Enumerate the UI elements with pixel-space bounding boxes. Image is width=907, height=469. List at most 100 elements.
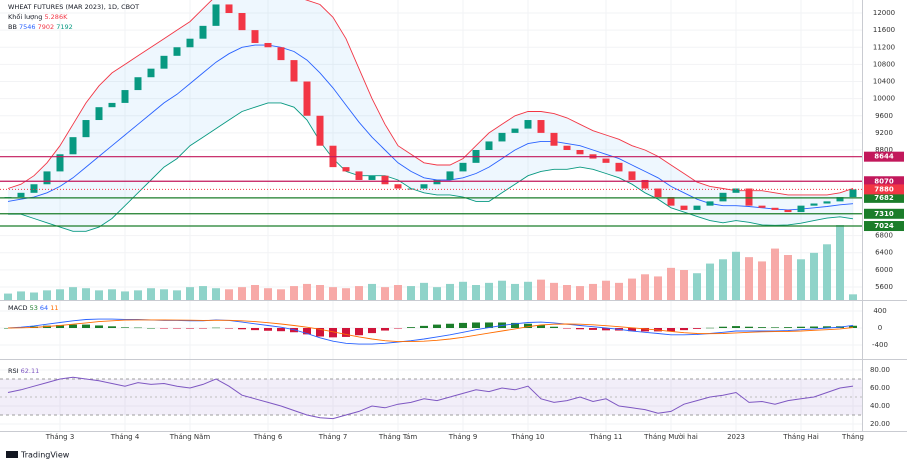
volume-bar xyxy=(329,287,337,300)
volume-bar xyxy=(420,282,428,300)
candle xyxy=(82,120,90,138)
y-tick-label: 8800 xyxy=(875,146,893,154)
volume-bar xyxy=(290,286,298,300)
candle xyxy=(186,38,194,48)
level-label: 7682 xyxy=(874,194,894,202)
macd-histogram-bar xyxy=(602,328,610,331)
x-tick-label: Tháng 9 xyxy=(448,433,478,441)
chart-title: WHEAT FUTURES (MAR 2023), 1D, CBOT xyxy=(8,3,139,11)
candle xyxy=(199,25,207,39)
macd-histogram-bar xyxy=(589,328,597,330)
candle xyxy=(277,47,285,61)
y-tick-label: 6400 xyxy=(875,249,893,257)
volume-bar xyxy=(537,279,545,300)
volume-bar xyxy=(160,289,168,300)
volume-bar xyxy=(381,287,389,300)
volume-bar xyxy=(524,281,532,300)
macd-histogram-bar xyxy=(641,328,649,332)
macd-histogram-bar xyxy=(511,322,519,329)
brand: TradingView xyxy=(6,451,70,460)
candle xyxy=(316,115,324,146)
plot xyxy=(0,0,862,420)
volume-bar xyxy=(30,292,38,300)
y-tick-label: 5600 xyxy=(875,283,893,291)
bb-upper xyxy=(7,0,854,196)
level-label: 8070 xyxy=(874,177,894,185)
candle xyxy=(680,205,688,210)
macd-histogram-bar xyxy=(576,328,584,330)
level-label: 7310 xyxy=(874,210,894,218)
volume-bar xyxy=(173,290,181,300)
volume-bar xyxy=(56,289,64,300)
macd-histogram-bar xyxy=(784,327,792,329)
candle xyxy=(121,90,129,103)
x-tick-label: 2023 xyxy=(727,433,745,441)
volume-bar xyxy=(654,276,662,300)
volume-bar xyxy=(615,282,623,300)
level-label: 7024 xyxy=(874,222,894,230)
macd-histogram-bar xyxy=(849,325,857,329)
candle xyxy=(602,158,610,163)
candle xyxy=(550,132,558,146)
volume-bar xyxy=(459,281,467,300)
candle xyxy=(667,197,675,206)
bb-lower: 7192 xyxy=(56,23,73,31)
candle xyxy=(810,203,818,206)
x-tick-label: Tháng xyxy=(841,433,864,441)
macd-histogram-bar xyxy=(95,325,103,329)
macd-histogram-bar xyxy=(303,328,311,335)
macd-histogram-bar xyxy=(4,328,12,329)
macd-tick-label: 0 xyxy=(878,324,882,332)
macd-histogram-bar xyxy=(485,322,493,329)
candle xyxy=(537,120,545,133)
volume-last: 5.286K xyxy=(44,13,68,21)
x-tick-label: Tháng 11 xyxy=(588,433,622,441)
volume-bar xyxy=(43,290,51,300)
rsi-tick-label: 40.00 xyxy=(870,402,890,410)
candle xyxy=(134,77,142,91)
bb-name: BB xyxy=(8,23,17,31)
last-price-label: 7880 xyxy=(874,185,894,193)
volume-bar xyxy=(225,289,233,300)
macd-histogram-bar xyxy=(381,328,389,331)
candle xyxy=(69,137,77,155)
candle xyxy=(173,47,181,56)
rsi-tick-label: 20.00 xyxy=(870,420,890,428)
volume-legend: Khối lượng 5.286K xyxy=(8,13,68,21)
macd-histogram-bar xyxy=(56,325,64,329)
candle xyxy=(693,205,701,210)
y-tick-label: 11200 xyxy=(873,43,895,51)
volume-bar xyxy=(667,267,675,300)
volume-bar xyxy=(758,261,766,300)
volume-bar xyxy=(407,286,415,300)
candle xyxy=(563,145,571,150)
candle xyxy=(524,120,532,129)
macd-histogram-bar xyxy=(706,327,714,329)
volume-bar xyxy=(550,282,558,300)
level-box xyxy=(864,221,904,232)
candle xyxy=(511,128,519,133)
macd-histogram-bar xyxy=(446,323,454,329)
volume-bar xyxy=(251,285,259,300)
macd-histogram-bar xyxy=(69,324,77,329)
rsi-name: RSI xyxy=(8,367,19,375)
y-tick-label: 9200 xyxy=(875,129,893,137)
candle xyxy=(706,201,714,206)
x-tick-label: Tháng 4 xyxy=(110,433,140,441)
macd-legend: MACD 53 64 11 xyxy=(8,304,59,312)
candle xyxy=(368,175,376,180)
macd-histogram-bar xyxy=(771,327,779,329)
volume-bar xyxy=(17,291,25,300)
candle xyxy=(303,81,311,116)
candle xyxy=(615,162,623,172)
volume-bar xyxy=(849,294,857,300)
candle xyxy=(433,179,441,185)
volume-bar xyxy=(186,287,194,300)
macd-histogram-bar xyxy=(199,328,207,329)
macd-histogram-bar xyxy=(420,325,428,329)
macd-histogram-bar xyxy=(680,328,688,331)
volume-bar xyxy=(732,251,740,300)
